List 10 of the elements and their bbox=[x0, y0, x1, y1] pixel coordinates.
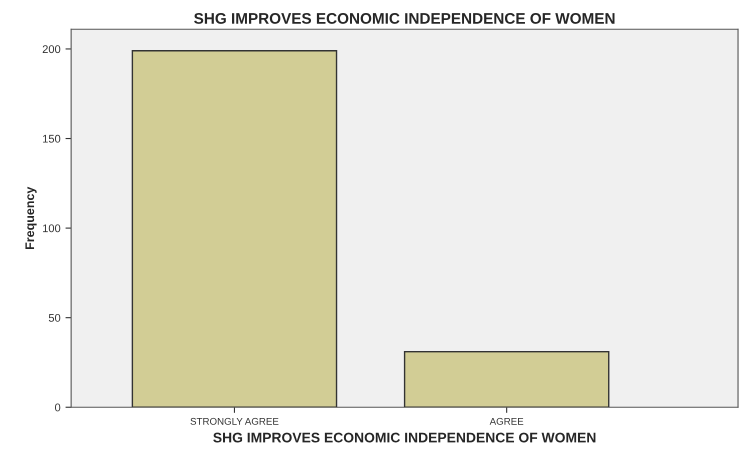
y-tick-label: 200 bbox=[42, 45, 60, 54]
x-tick-label: AGREE bbox=[490, 418, 524, 425]
y-tick-label: 150 bbox=[43, 134, 60, 143]
y-axis-title: Frequency bbox=[25, 186, 37, 250]
y-tick-label: 100 bbox=[43, 224, 60, 232]
x-tick-label: STRONGLY AGREE bbox=[190, 418, 278, 425]
y-tick-label: 50 bbox=[48, 314, 60, 322]
chart-title: SHG IMPROVES ECONOMIC INDEPENDENCE OF WOMEN bbox=[194, 13, 614, 24]
x-axis-title: SHG IMPROVES ECONOMIC INDEPENDENCE OF WOMEN bbox=[213, 432, 596, 442]
y-tick-label: 0 bbox=[54, 404, 60, 412]
